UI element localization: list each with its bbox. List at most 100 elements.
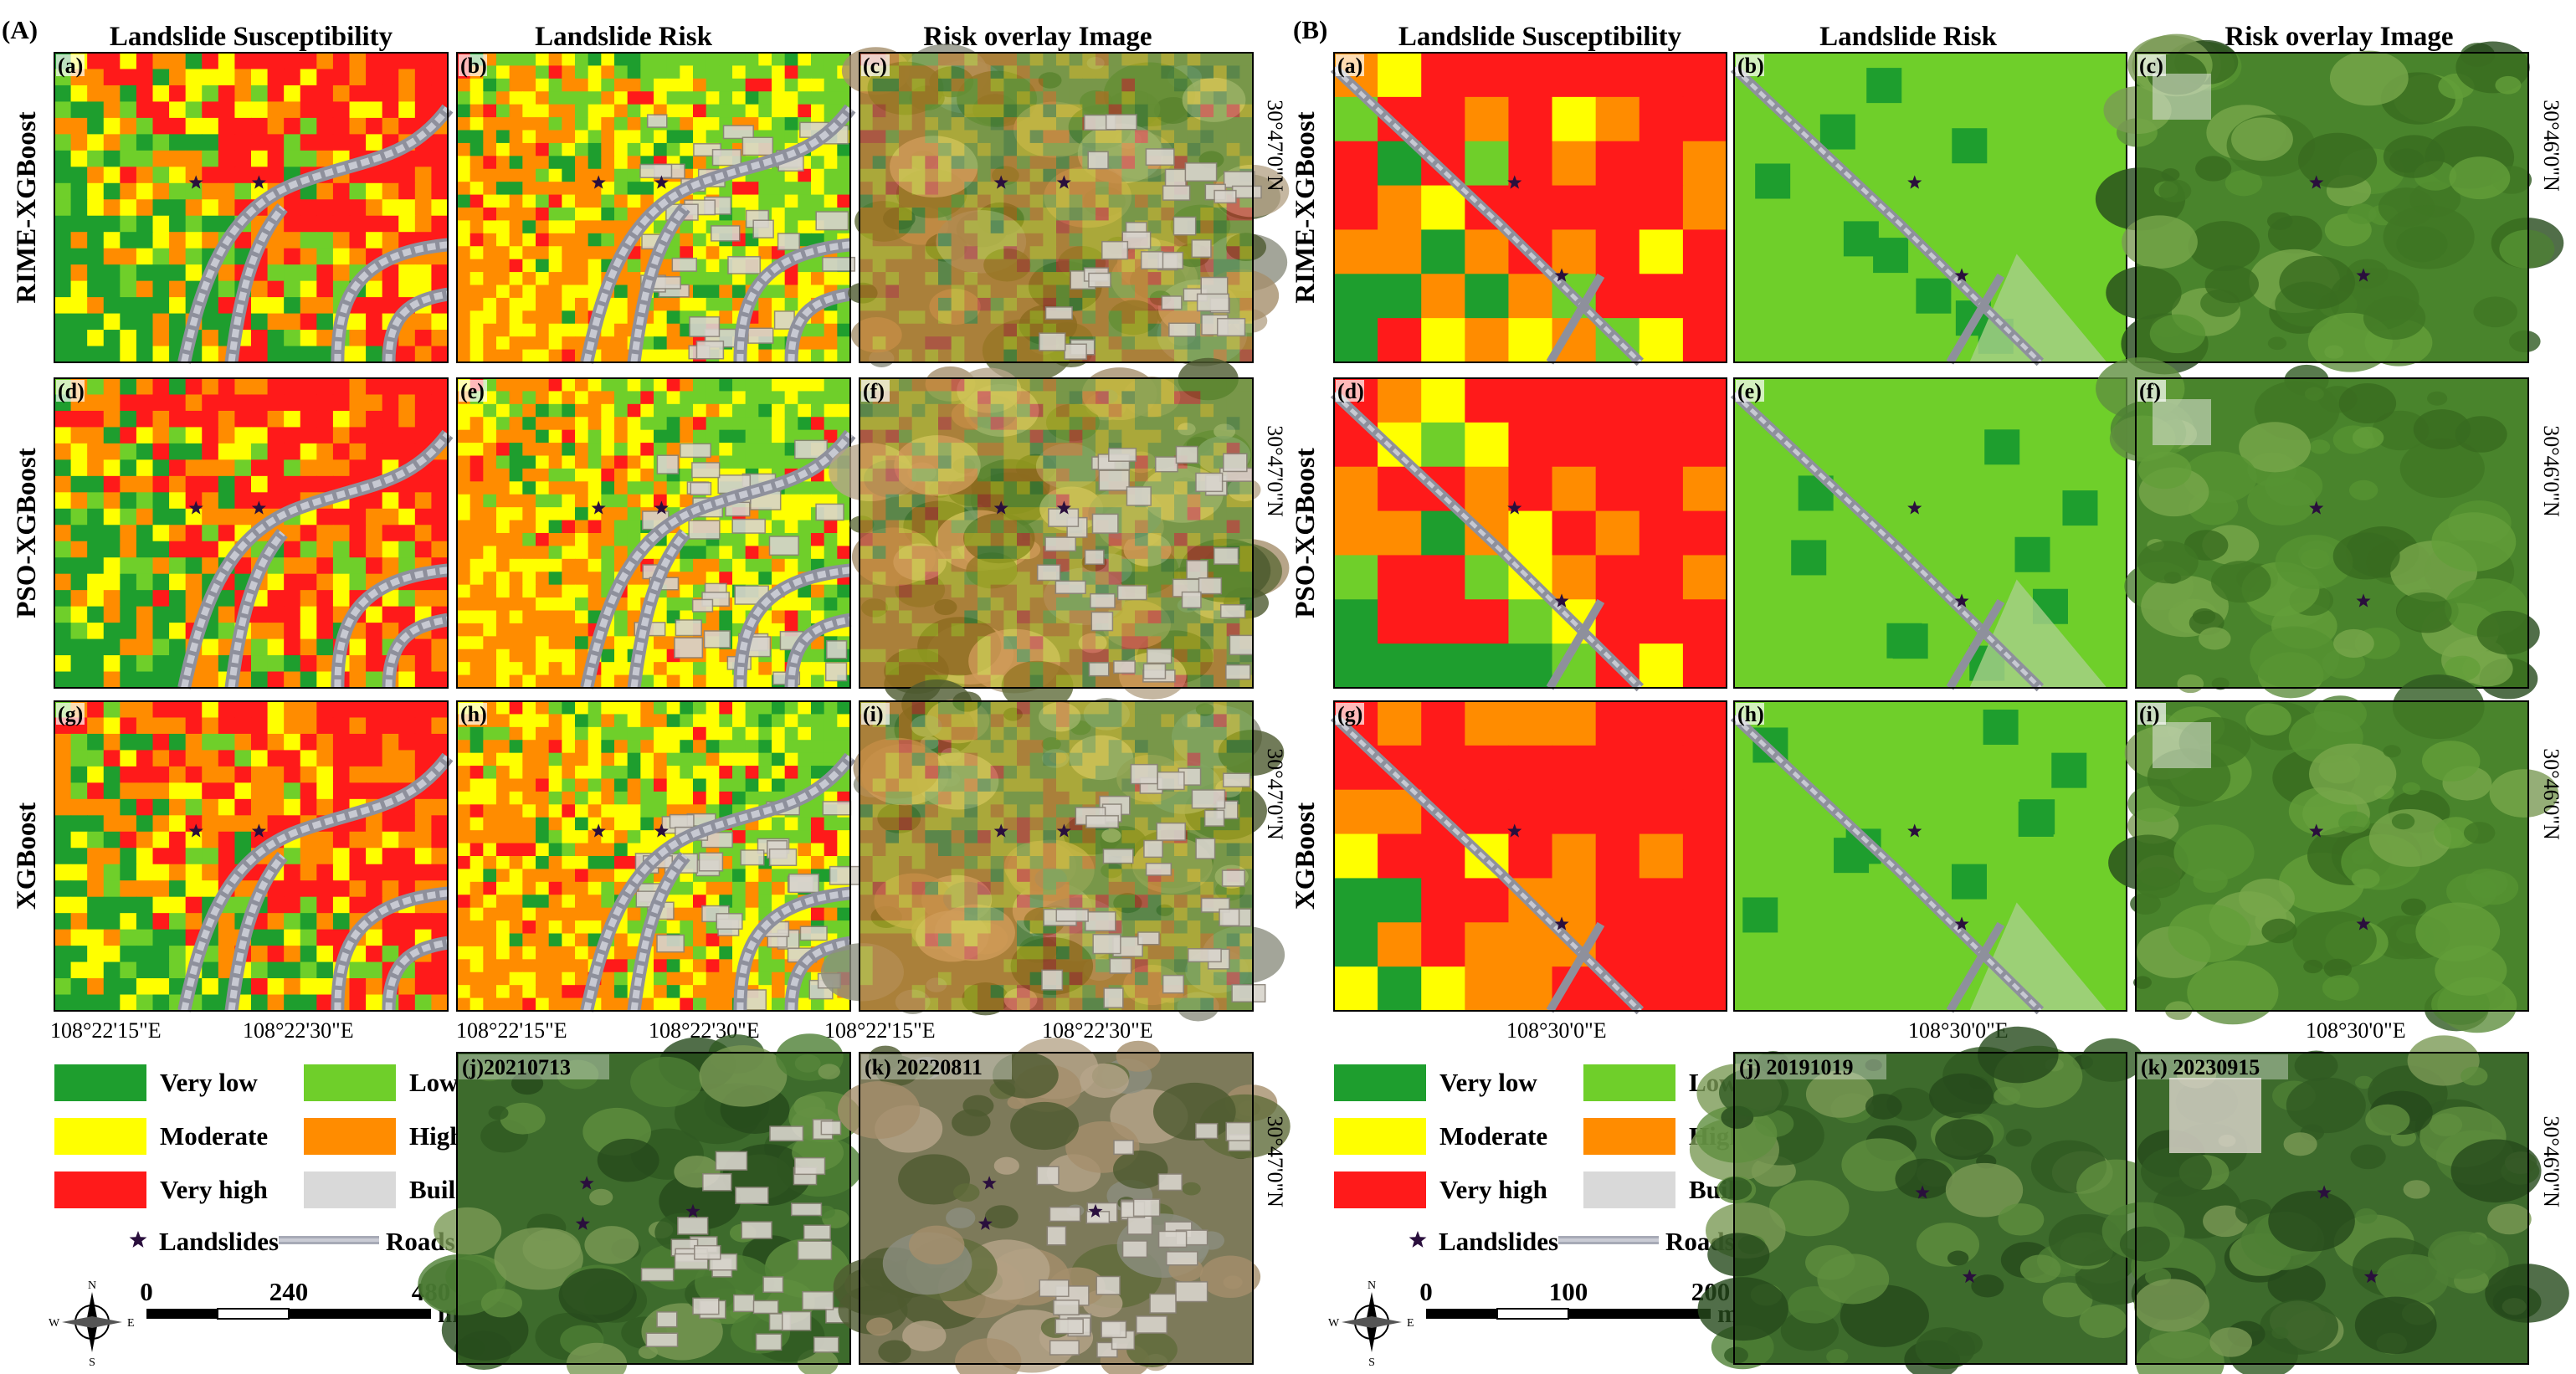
map-tile: (c) — [2095, 33, 2564, 375]
panel-B: (B) Landslide Susceptibility Landslide Ris… — [1291, 15, 2569, 1374]
legend-label: High — [409, 1121, 464, 1151]
map-tile: (a) — [54, 52, 454, 364]
scale-bar: 0100200m — [1419, 1277, 1739, 1328]
legend-label: Moderate — [1439, 1121, 1547, 1151]
compass-w: W — [1328, 1317, 1340, 1330]
legend-swatch — [304, 1118, 396, 1155]
subplot-tag: (g) — [58, 702, 83, 726]
map-tile: (i) — [2108, 674, 2559, 1033]
legend-swatch — [304, 1064, 396, 1101]
longitude-label: 108°30'0"E — [2306, 1018, 2406, 1043]
map-tile: (i) — [820, 679, 1285, 1022]
legend-swatch — [1583, 1171, 1675, 1208]
panel-label: (A) — [2, 15, 38, 44]
subplot-tag: (d) — [1337, 379, 1364, 403]
legend-label: Very low — [1439, 1068, 1537, 1097]
legend-swatch — [1334, 1118, 1426, 1155]
image-date-label: (j) 20191019 — [1739, 1055, 1853, 1079]
legend-swatch — [1583, 1064, 1675, 1101]
longitude-label: 108°22'15"E — [50, 1018, 162, 1043]
map-tile: (d) — [54, 377, 454, 690]
column-title: Risk overlay Image — [2224, 22, 2453, 52]
image-date-label: (j)20210713 — [462, 1055, 571, 1079]
north-arrow-icon: N S E W — [49, 1279, 135, 1369]
longitude-label: 108°22'15"E — [456, 1018, 567, 1043]
legend-label: Moderate — [160, 1121, 268, 1151]
map-tile: (d) — [1330, 377, 1727, 692]
scale-bar: 0240480m — [140, 1277, 459, 1328]
model-row-label: XGBoost — [1291, 802, 1321, 910]
road-swatch — [279, 1236, 379, 1244]
subplot-tag: (h) — [460, 702, 487, 726]
compass-e: E — [127, 1317, 135, 1330]
image-date-label: (k) 20230915 — [2141, 1055, 2260, 1079]
legend-label: Low — [409, 1068, 459, 1097]
subplot-tag: (f) — [863, 379, 885, 403]
column-title: Landslide Risk — [1819, 22, 1997, 52]
map-tile: (f) — [829, 357, 1290, 711]
legend-swatch — [304, 1171, 396, 1208]
north-arrow-icon: N S E W — [1328, 1279, 1414, 1369]
column-title: Landslide Susceptibility — [110, 22, 393, 52]
panel-label: (B) — [1293, 15, 1327, 44]
scale-tick: 0 — [1419, 1277, 1433, 1306]
compass-e: E — [1407, 1317, 1414, 1330]
latitude-label: 30°46'0"N — [2539, 425, 2563, 517]
longitude-label: 108°30'0"E — [1506, 1018, 1607, 1043]
latitude-label: 30°46'0"N — [2539, 748, 2563, 840]
legend-label: Very low — [160, 1068, 258, 1097]
legend-swatch — [54, 1064, 146, 1101]
road-swatch — [1558, 1236, 1659, 1244]
latitude-label: 30°46'0"N — [2539, 1115, 2563, 1207]
subplot-tag: (b) — [1737, 54, 1764, 78]
model-row-label: RIME-XGBoost — [1291, 111, 1321, 303]
scale-tick: 0 — [140, 1277, 153, 1306]
column-title: Landslide Susceptibility — [1398, 22, 1682, 52]
model-row-label: PSO-XGBoost — [12, 448, 42, 618]
legend-label: Very high — [1439, 1175, 1547, 1204]
legend-swatch — [1583, 1118, 1675, 1155]
landslide-marker — [1409, 1231, 1427, 1248]
latitude-label: 30°47'0"N — [1263, 425, 1287, 517]
compass-n: N — [88, 1279, 96, 1292]
map-tile: (h) — [456, 700, 861, 1013]
subplot-tag: (c) — [2139, 54, 2163, 78]
map-tile: (a) — [1330, 52, 1727, 367]
map-tile: (e) — [1730, 377, 2127, 692]
latitude-label: 30°47'0"N — [1263, 748, 1287, 840]
legend-landslides: Landslides — [159, 1227, 279, 1256]
latitude-label: 30°47'0"N — [1263, 1115, 1287, 1207]
subplot-tag: (a) — [58, 54, 83, 78]
map-tile: (b) — [1730, 52, 2127, 367]
subplot-tag: (f) — [2139, 379, 2161, 403]
latitude-label: 30°47'0"N — [1263, 100, 1287, 192]
map-tile: (g) — [1330, 700, 1727, 1015]
legend-landslides: Landslides — [1439, 1227, 1558, 1256]
legend-swatch — [54, 1118, 146, 1155]
legend-swatch — [54, 1171, 146, 1208]
subplot-tag: (e) — [1737, 379, 1762, 403]
satellite-image: (j) 20191019 — [1689, 1026, 2158, 1374]
subplot-tag: (d) — [58, 379, 85, 403]
map-tile: (g) — [54, 700, 454, 1013]
compass-w: W — [49, 1317, 60, 1330]
subplot-tag: (e) — [460, 379, 485, 403]
subplot-tag: (g) — [1337, 702, 1362, 726]
model-row-label: XGBoost — [12, 802, 42, 910]
longitude-label: 108°22'15"E — [824, 1018, 936, 1043]
satellite-image: (j)20210713 — [418, 1033, 863, 1374]
subplot-tag: (i) — [863, 702, 884, 726]
subplot-tag: (h) — [1737, 702, 1764, 726]
compass-s: S — [89, 1356, 95, 1369]
longitude-label: 108°22'30"E — [243, 1018, 354, 1043]
map-tile: (b) — [456, 52, 856, 364]
compass-n: N — [1368, 1279, 1376, 1292]
model-row-label: RIME-XGBoost — [12, 111, 42, 303]
subplot-tag: (a) — [1337, 54, 1362, 78]
map-tile: (f) — [2096, 357, 2540, 700]
legend-swatch — [1334, 1171, 1426, 1208]
scale-tick: 240 — [269, 1277, 309, 1306]
